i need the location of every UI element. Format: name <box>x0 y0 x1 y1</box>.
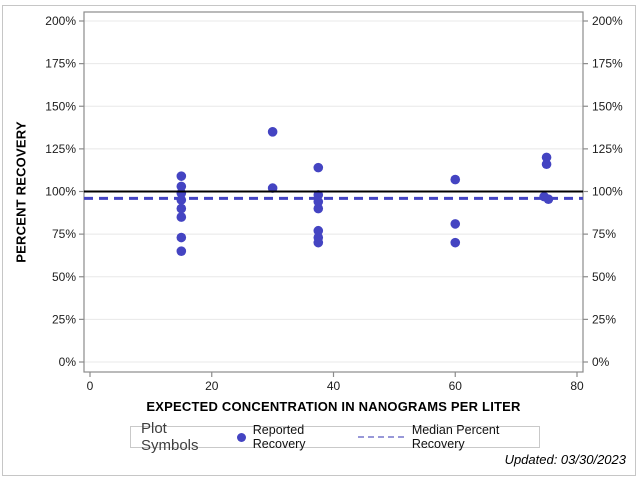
y-tick-label: 100% <box>592 185 623 199</box>
legend-title: Plot Symbols <box>141 420 199 454</box>
scatter-marker-icon <box>236 432 246 442</box>
y-tick-label: 0% <box>592 355 610 369</box>
data-point <box>313 196 324 207</box>
x-tick-label: 20 <box>205 379 219 393</box>
legend-item-label: Reported Recovery <box>252 423 306 451</box>
y-tick-label: 75% <box>52 227 76 241</box>
x-tick-label: 40 <box>327 379 341 393</box>
data-point <box>176 203 187 214</box>
legend-box: Plot Symbols Reported Recovery Median Pe… <box>130 420 540 454</box>
y-tick-label: 150% <box>592 99 623 113</box>
data-point <box>541 159 552 170</box>
data-point <box>450 237 461 248</box>
data-point <box>313 237 324 248</box>
y-tick-label: 25% <box>592 312 616 326</box>
y-tick-label: 75% <box>592 227 616 241</box>
legend-item-reported-recovery: Reported Recovery <box>236 423 344 451</box>
data-point <box>267 127 278 137</box>
data-point <box>176 212 187 222</box>
data-point <box>313 225 324 236</box>
data-point <box>450 174 461 185</box>
data-point <box>543 194 554 204</box>
x-tick-label: 80 <box>570 379 584 393</box>
y-tick-label: 200% <box>592 14 623 28</box>
legend-item-median-recovery: Median Percent Recovery <box>357 423 529 451</box>
data-point <box>313 162 324 173</box>
y-tick-label: 150% <box>45 99 76 113</box>
x-axis-title: EXPECTED CONCENTRATION IN NANOGRAMS PER … <box>146 399 521 414</box>
data-point <box>176 232 187 243</box>
data-point <box>176 195 187 205</box>
y-tick-label: 175% <box>592 57 623 71</box>
y-tick-label: 0% <box>59 355 77 369</box>
plot-area: 0% 0% 25% 25% 50% 50% 75% 75% 100% 100% 125% 125% 15… <box>45 11 623 393</box>
data-point <box>450 219 461 229</box>
y-tick-label: 50% <box>592 270 616 284</box>
dashed-line-icon <box>357 436 404 438</box>
y-tick-label: 200% <box>45 14 76 28</box>
y-axis-title: PERCENT RECOVERY <box>13 121 29 263</box>
data-point <box>176 171 187 181</box>
y-tick-label: 175% <box>45 57 76 71</box>
data-point <box>176 246 187 256</box>
y-tick-label: 125% <box>45 142 76 156</box>
footnote: Updated: 03/30/2023 <box>504 452 626 467</box>
data-point <box>176 181 187 192</box>
data-point <box>313 190 324 200</box>
data-point <box>313 203 324 214</box>
legend-item-label: Median Percent Recovery <box>411 423 500 451</box>
x-tick-label: 0 <box>87 379 94 393</box>
y-tick-label: 125% <box>592 142 623 156</box>
x-tick-label: 60 <box>449 379 463 393</box>
data-point <box>267 183 278 193</box>
y-tick-label: 25% <box>52 312 76 326</box>
y-tick-label: 100% <box>45 185 76 199</box>
y-tick-label: 50% <box>52 270 76 284</box>
data-point <box>541 152 552 163</box>
